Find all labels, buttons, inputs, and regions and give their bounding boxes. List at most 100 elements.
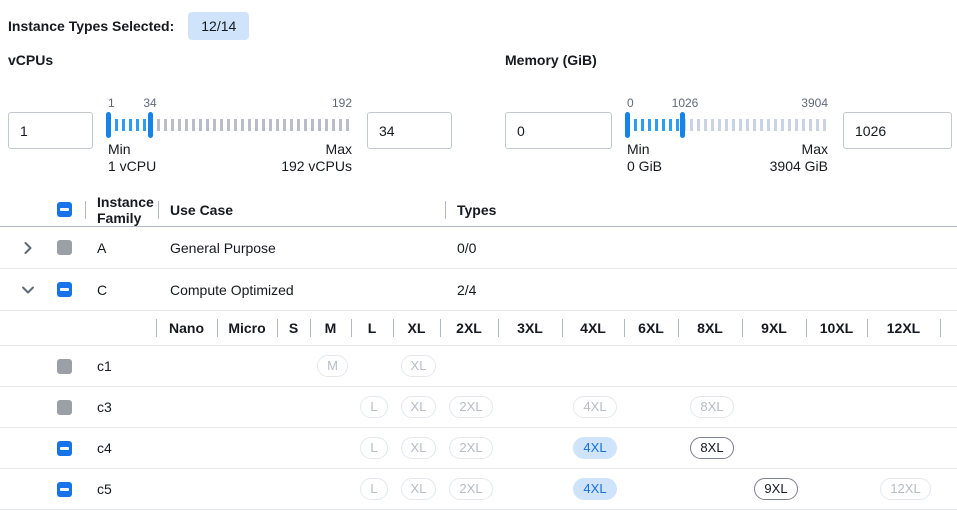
c4-size-pill-4xl[interactable]: 4XL: [573, 437, 617, 459]
size-header-m: M: [310, 320, 351, 336]
size-header-6xl: 6XL: [624, 320, 678, 336]
select-all-checkbox[interactable]: [57, 202, 72, 217]
c5-name: c5: [97, 481, 112, 497]
size-header-s: S: [277, 320, 310, 336]
collapse-chevron-down-icon[interactable]: [20, 282, 36, 298]
memory-min-caption: Min: [627, 141, 650, 157]
size-columns-header: Nano Micro S M L XL 2XL 3XL 4XL 6XL 8XL …: [0, 311, 957, 346]
vcpus-max-detail: 192 vCPUs: [281, 158, 352, 174]
expand-chevron-right-icon[interactable]: [20, 240, 36, 256]
c3-size-pill-8xl: 8XL: [690, 396, 734, 418]
memory-scale-min: 0: [627, 96, 634, 110]
vcpus-filter-title: vCPUs: [8, 52, 54, 68]
c3-name: c3: [97, 399, 112, 415]
c4-checkbox[interactable]: [57, 440, 72, 456]
size-header-micro: Micro: [217, 320, 277, 336]
c3-checkbox: [57, 399, 72, 415]
vcpus-min-input[interactable]: [8, 112, 93, 149]
c1-size-pill-xl: XL: [400, 355, 437, 377]
memory-slider-handle-min[interactable]: [625, 112, 630, 138]
vcpus-slider-handle-max[interactable]: [148, 112, 153, 138]
memory-min-input[interactable]: [505, 112, 612, 149]
c5-size-pill-2xl: 2XL: [449, 478, 493, 500]
size-header-9xl: 9XL: [742, 320, 806, 336]
size-header-nano: Nano: [156, 320, 217, 336]
instance-row-c3: c3 L XL 2XL 4XL 8XL: [0, 387, 957, 428]
group-a-use-case: General Purpose: [170, 239, 276, 256]
vcpus-slider-track: [106, 112, 352, 138]
size-header-8xl: 8XL: [678, 320, 742, 336]
memory-slider-handle-max[interactable]: [680, 112, 685, 138]
c4-size-pill-xl: XL: [400, 437, 437, 459]
memory-scale-max: 3904: [801, 96, 828, 110]
group-row-c: C Compute Optimized 2/4: [0, 269, 957, 311]
vcpus-max-input[interactable]: [367, 112, 452, 149]
vcpus-minmax-captions: Min 1 vCPU Max 192 vCPUs: [108, 141, 352, 175]
c5-size-pill-xl: XL: [400, 478, 437, 500]
size-header-xl: XL: [393, 320, 440, 336]
table-header-row: Instance Family Use Case Types: [0, 193, 957, 227]
memory-max-input[interactable]: [843, 112, 952, 149]
c3-size-pill-2xl: 2XL: [449, 396, 493, 418]
selection-summary-label: Instance Types Selected:: [8, 18, 175, 34]
vcpus-scale-current: 34: [143, 96, 157, 110]
vcpus-scale-max: 192: [331, 96, 352, 110]
size-header-2xl: 2XL: [440, 320, 498, 336]
size-header-l: L: [351, 320, 393, 336]
vcpus-min-detail: 1 vCPU: [108, 158, 157, 174]
memory-minmax-captions: Min 0 GiB Max 3904 GiB: [627, 141, 828, 175]
c5-size-pill-4xl[interactable]: 4XL: [573, 478, 617, 500]
c5-size-pill-9xl[interactable]: 9XL: [754, 478, 798, 500]
size-header-3xl: 3XL: [498, 320, 562, 336]
memory-filter: Memory (GiB) 0 1026 3904 Min: [505, 52, 952, 175]
c1-checkbox: [57, 358, 72, 374]
column-header-types: Types: [445, 202, 957, 218]
vcpus-slider[interactable]: 1 34 192 Min 1 vCPU Max: [106, 95, 352, 175]
group-c-types-count: 2/4: [457, 281, 477, 298]
group-a-types-count: 0/0: [457, 239, 477, 256]
vcpus-slider-handle-min[interactable]: [106, 112, 111, 138]
c1-name: c1: [97, 358, 112, 374]
vcpus-min-caption: Min: [108, 141, 131, 157]
instance-row-c4: c4 L XL 2XL 4XL 8XL: [0, 428, 957, 469]
memory-scale-labels: 0 1026 3904: [627, 95, 828, 110]
memory-slider-track: [625, 112, 828, 138]
c5-size-pill-l: L: [360, 478, 388, 500]
column-header-use-case: Use Case: [158, 202, 445, 218]
c4-name: c4: [97, 440, 112, 456]
memory-max-detail: 3904 GiB: [769, 158, 828, 174]
memory-filter-title: Memory (GiB): [505, 52, 597, 68]
c3-size-pill-4xl: 4XL: [573, 396, 617, 418]
vcpus-scale-min: 1: [108, 96, 115, 110]
memory-min-detail: 0 GiB: [627, 158, 663, 174]
c5-size-pill-12xl: 12XL: [880, 478, 931, 500]
memory-slider[interactable]: 0 1026 3904 Min 0 GiB Max: [625, 95, 828, 175]
c4-size-pill-8xl[interactable]: 8XL: [690, 437, 734, 459]
c4-size-pill-2xl: 2XL: [449, 437, 493, 459]
group-a-checkbox: [57, 240, 72, 255]
group-c-family: C: [97, 281, 108, 298]
selection-summary: Instance Types Selected: 12/14: [8, 12, 250, 40]
c3-size-pill-l: L: [360, 396, 388, 418]
group-c-use-case: Compute Optimized: [170, 281, 294, 298]
memory-max-caption: Max: [801, 141, 828, 157]
group-c-checkbox[interactable]: [57, 282, 72, 297]
size-header-4xl: 4XL: [562, 320, 624, 336]
size-header-10xl: 10XL: [806, 320, 867, 336]
vcpus-slider-selected-range: [108, 119, 150, 131]
group-a-family: A: [97, 239, 107, 256]
instance-family-table: Instance Family Use Case Types A General…: [0, 193, 957, 510]
instance-row-c5: c5 L XL 2XL 4XL 9XL 12XL: [0, 469, 957, 510]
c1-size-pill-m: M: [317, 355, 348, 377]
vcpus-max-caption: Max: [325, 141, 352, 157]
vcpus-filter: vCPUs 1 34 192 Min 1 vCPU: [8, 52, 452, 175]
instance-row-c1: c1 M XL: [0, 346, 957, 387]
selection-count-badge: 12/14: [188, 12, 250, 40]
c3-size-pill-xl: XL: [400, 396, 437, 418]
size-header-12xl: 12XL: [867, 320, 940, 336]
c4-size-pill-l: L: [360, 437, 388, 459]
c5-checkbox[interactable]: [57, 481, 72, 497]
vcpus-slider-ticks: [108, 119, 352, 131]
memory-scale-current: 1026: [671, 96, 699, 110]
vcpus-scale-labels: 1 34 192: [108, 95, 352, 110]
